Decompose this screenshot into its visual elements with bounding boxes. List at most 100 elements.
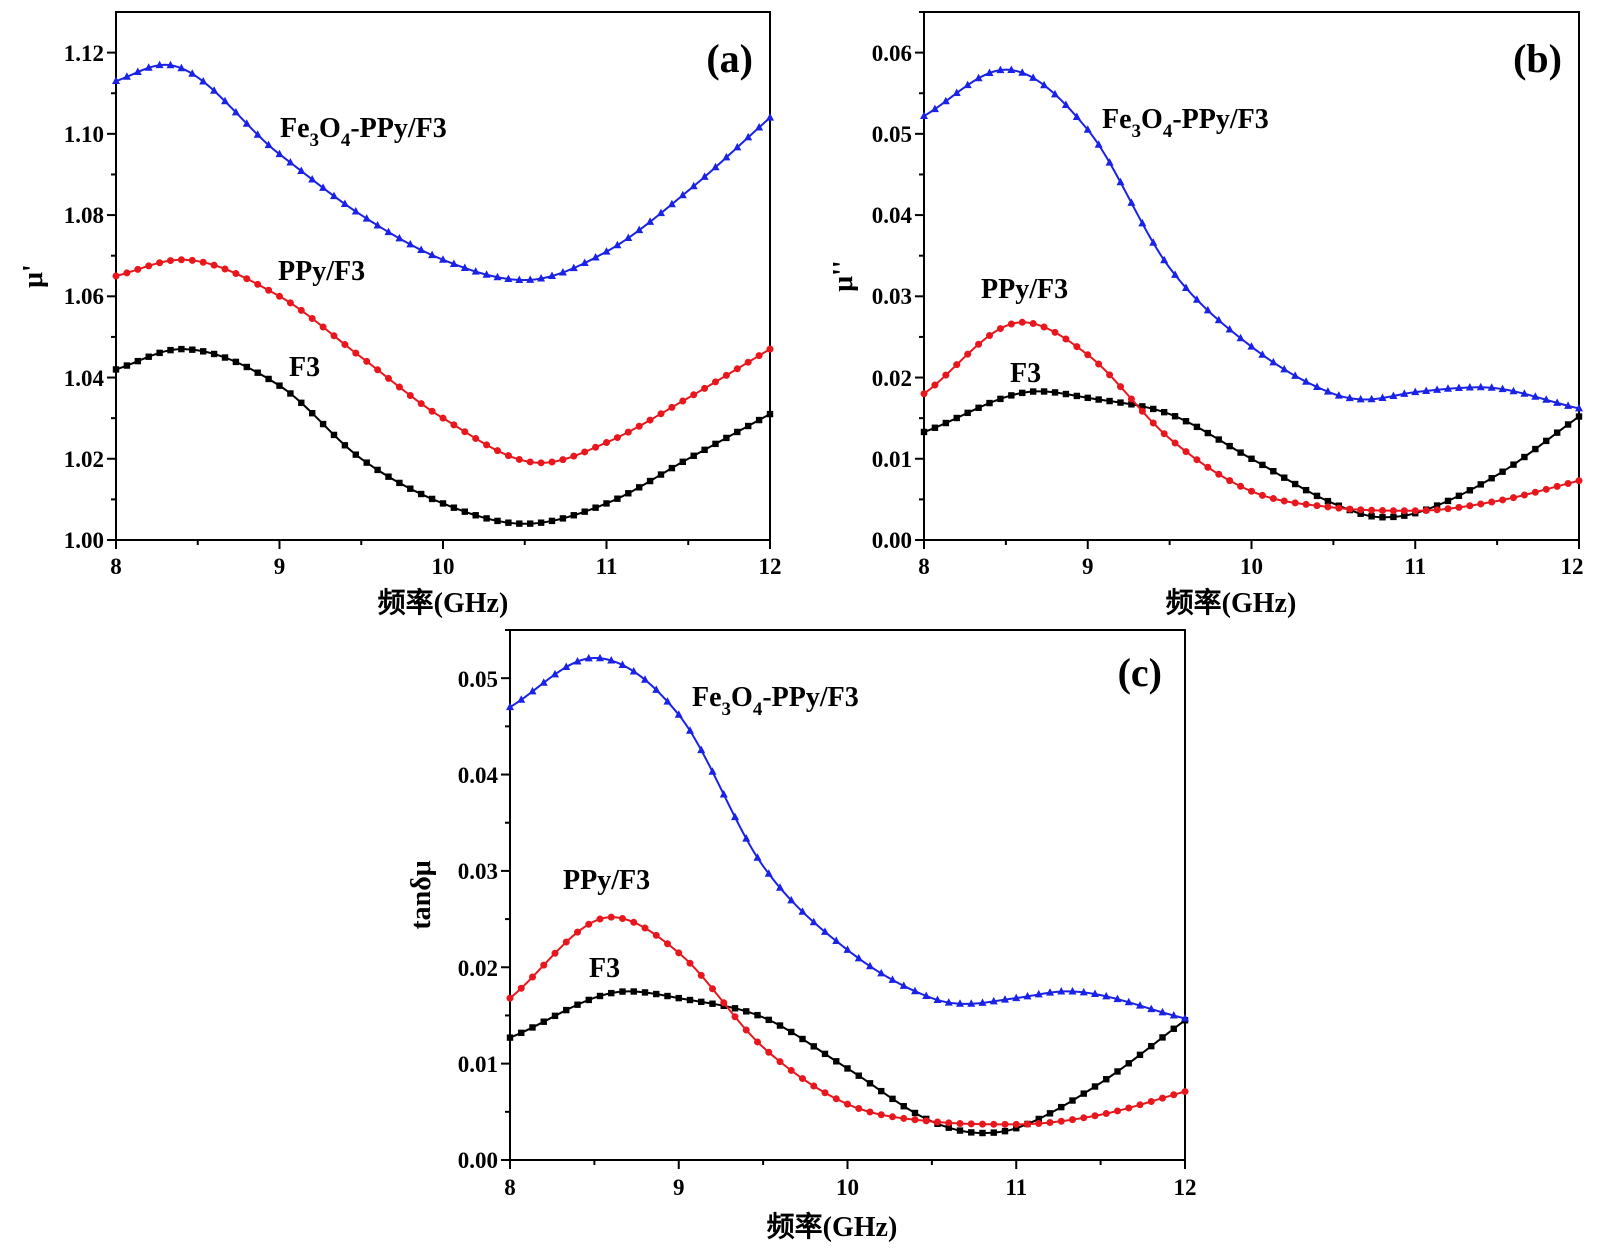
data-point-f3 [1159,1034,1166,1041]
data-point-fe3o4-ppy-f3 [711,162,720,171]
data-point-f3 [743,1008,750,1015]
data-point-fe3o4-ppy-f3 [1160,255,1169,264]
data-point-fe3o4-ppy-f3 [1531,392,1540,400]
data-point-ppy-f3 [1237,482,1245,490]
data-point-ppy-f3 [690,391,698,399]
panel-c-xtick: 8 [504,1175,516,1200]
data-point-fe3o4-ppy-f3 [1542,395,1551,403]
data-point-fe3o4-ppy-f3 [199,76,208,85]
data-point-fe3o4-ppy-f3 [1083,125,1092,133]
data-point-ppy-f3 [986,332,993,340]
series-markers-ppy-f3 [506,913,1189,1128]
data-point-fe3o4-ppy-f3 [1149,238,1158,246]
data-point-f3 [1150,405,1157,413]
data-point-f3 [866,1080,874,1087]
panel-c-xlabel: 频率(GHz) [767,1210,898,1243]
data-point-ppy-f3 [1510,494,1517,502]
data-point-ppy-f3 [254,280,262,288]
data-point-fe3o4-ppy-f3 [1158,1007,1167,1016]
data-point-ppy-f3 [844,1100,851,1108]
data-point-f3 [1136,1051,1144,1059]
panel-b-yticks: 0.00 0.01 0.02 0.03 0.04 0.05 0.06 [872,41,913,553]
data-point-fe3o4-ppy-f3 [253,130,262,138]
data-point-fe3o4-ppy-f3 [731,812,739,821]
data-point-fe3o4-ppy-f3 [1564,401,1573,409]
data-point-f3 [407,485,414,492]
data-point-ppy-f3 [232,270,240,278]
data-point-f3 [548,517,556,525]
data-point-fe3o4-ppy-f3 [1127,198,1136,206]
panel-b-xticks: 8 9 10 11 12 [918,554,1583,579]
data-point-fe3o4-ppy-f3 [899,981,908,989]
data-point-fe3o4-ppy-f3 [562,662,571,671]
panel-b-xtick: 9 [1082,554,1094,579]
data-point-fe3o4-ppy-f3 [764,869,773,877]
panel-a-ytick: 1.04 [64,366,105,391]
data-point-fe3o4-ppy-f3 [956,999,964,1007]
data-point-f3 [189,346,196,353]
data-point-fe3o4-ppy-f3 [1422,386,1431,394]
panel-a-xtick: 10 [432,554,455,579]
data-point-ppy-f3 [472,434,480,442]
data-point-f3 [551,1012,559,1020]
data-point-ppy-f3 [765,1048,773,1056]
data-point-fe3o4-ppy-f3 [231,107,240,116]
panel-a-xlabel: 频率(GHz) [378,586,509,619]
data-point-ppy-f3 [450,421,458,429]
data-point-f3 [945,1124,952,1131]
data-point-ppy-f3 [733,365,741,373]
panel-b: 8 9 10 11 12 0.00 0.01 0.02 0.03 0.04 0.… [828,11,1584,619]
data-point-ppy-f3 [996,325,1004,333]
data-point-ppy-f3 [766,345,774,353]
data-point-fe3o4-ppy-f3 [1225,324,1234,333]
data-point-f3 [156,349,163,357]
data-point-f3 [920,428,928,436]
data-point-ppy-f3 [675,949,683,957]
data-point-fe3o4-ppy-f3 [1192,295,1201,303]
data-point-ppy-f3 [657,410,665,418]
data-point-fe3o4-ppy-f3 [1411,387,1420,396]
data-point-fe3o4-ppy-f3 [678,190,687,199]
data-point-f3 [821,1050,829,1058]
data-point-ppy-f3 [515,455,523,463]
data-point-ppy-f3 [1204,463,1212,471]
data-point-ppy-f3 [319,323,327,331]
data-point-fe3o4-ppy-f3 [384,227,393,236]
data-point-fe3o4-ppy-f3 [1520,389,1529,397]
series-markers-f3 [920,388,1583,521]
data-point-f3 [178,345,185,353]
data-point-fe3o4-ppy-f3 [1012,993,1021,1002]
data-point-ppy-f3 [1302,500,1310,508]
data-point-ppy-f3 [799,1075,806,1083]
data-point-ppy-f3 [570,452,578,460]
data-point-ppy-f3 [504,452,512,460]
data-point-ppy-f3 [889,1113,896,1121]
data-point-f3 [1379,514,1386,521]
data-point-fe3o4-ppy-f3 [548,271,556,279]
data-point-ppy-f3 [265,286,273,294]
data-point-ppy-f3 [1477,500,1485,508]
panel-c-ylabel: tanδμ [406,860,437,929]
data-point-ppy-f3 [1433,506,1441,514]
panel-b-ytick: 0.01 [872,447,912,472]
data-point-fe3o4-ppy-f3 [351,206,360,215]
data-point-f3 [1106,397,1113,405]
data-point-ppy-f3 [574,928,581,936]
data-point-f3 [1357,510,1364,517]
data-point-ppy-f3 [1215,470,1223,478]
data-point-ppy-f3 [1029,320,1037,328]
data-point-fe3o4-ppy-f3 [1444,384,1452,392]
data-point-fe3o4-ppy-f3 [674,710,683,718]
data-point-fe3o4-ppy-f3 [686,726,694,734]
data-point-f3 [330,431,338,439]
data-point-ppy-f3 [1035,1120,1043,1128]
data-point-f3 [559,515,567,522]
data-point-f3 [1040,388,1048,395]
data-point-fe3o4-ppy-f3 [952,88,961,97]
data-point-f3 [1095,396,1102,403]
data-point-ppy-f3 [922,1117,930,1125]
data-point-fe3o4-ppy-f3 [602,247,611,255]
data-point-ppy-f3 [374,366,382,374]
data-point-ppy-f3 [1091,1112,1099,1120]
data-point-ppy-f3 [1007,320,1015,328]
